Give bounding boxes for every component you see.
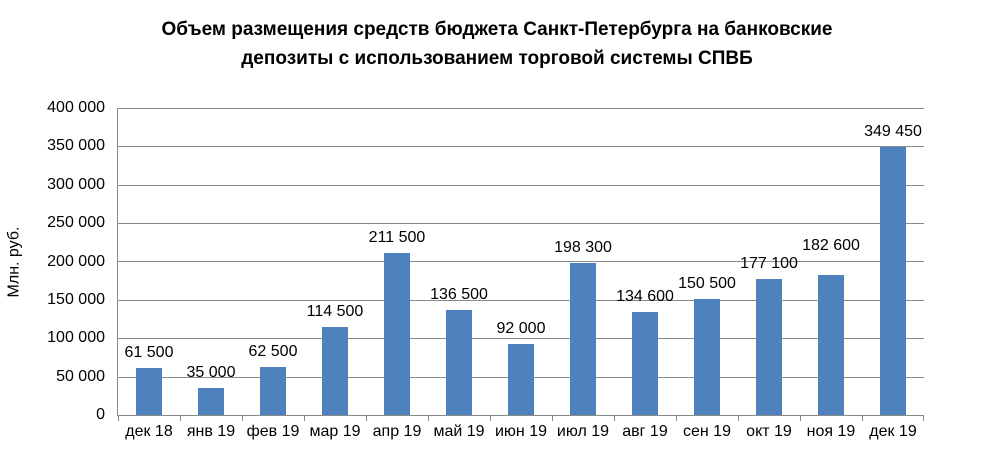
y-axis-tick-label: 350 000 — [47, 137, 105, 155]
y-axis-tick-label: 250 000 — [47, 214, 105, 232]
x-axis-tick — [242, 415, 243, 421]
bar — [756, 279, 782, 415]
x-axis-tick-label: фев 19 — [246, 423, 300, 440]
bar-value-label: 62 500 — [248, 343, 298, 360]
bar — [198, 388, 224, 415]
x-axis-tick — [428, 415, 429, 421]
x-axis-tick-label: май 19 — [433, 423, 485, 440]
x-axis-tick-label: июл 19 — [556, 423, 610, 440]
bar-value-label: 182 600 — [802, 237, 860, 254]
x-axis-tick — [490, 415, 491, 421]
bar — [322, 327, 348, 415]
x-axis-tick — [118, 415, 119, 421]
bar-value-label: 114 500 — [306, 303, 364, 320]
x-axis-tick — [862, 415, 863, 421]
x-axis-tick-label: дек 19 — [869, 423, 917, 440]
x-axis-tick-label: апр 19 — [372, 423, 422, 440]
bar-value-label: 61 500 — [124, 344, 174, 361]
y-axis-tick-label: 400 000 — [47, 99, 105, 116]
plot-area: 61 500 дек 18 35 000 янв 19 62 500 фев 19 114 … — [117, 108, 924, 440]
bar — [384, 253, 410, 415]
bar — [260, 367, 286, 415]
y-axis-tick-label: 0 — [96, 406, 105, 423]
gridline — [118, 338, 924, 339]
x-axis-tick — [552, 415, 553, 421]
gridline — [118, 261, 924, 262]
gridline — [118, 223, 924, 224]
bar-value-label: 211 500 — [368, 229, 426, 246]
x-axis-tick-label: авг 19 — [622, 423, 668, 440]
bar-value-label: 35 000 — [186, 364, 236, 381]
y-axis-tick-label: 50 000 — [56, 367, 105, 385]
chart-title: Объем размещения средств бюджета Санкт-П… — [161, 19, 833, 69]
x-axis-tick-label: дек 18 — [125, 423, 173, 440]
bar — [570, 263, 596, 415]
bar-value-label: 177 100 — [740, 255, 798, 272]
gridline — [118, 108, 924, 109]
bar — [446, 310, 472, 415]
x-axis-tick — [676, 415, 677, 421]
x-axis-tick — [304, 415, 305, 421]
bar — [818, 275, 844, 415]
y-axis-tick-label: 100 000 — [47, 329, 105, 347]
x-axis-tick — [800, 415, 801, 421]
bar-value-label: 349 450 — [864, 123, 922, 140]
x-axis-tick — [614, 415, 615, 421]
x-axis-tick-label: июн 19 — [494, 423, 547, 440]
y-axis-tick-labels: 0 50 000 100 000 150 000 200 000 250 000 300 0… — [28, 99, 105, 423]
bar — [508, 344, 534, 415]
bar — [136, 368, 162, 415]
x-axis-tick-label: сен 19 — [683, 423, 731, 440]
y-axis-tick-label: 150 000 — [47, 290, 105, 308]
x-axis-tick — [180, 415, 181, 421]
bar-value-label: 150 500 — [678, 275, 736, 292]
bar-value-label: 136 500 — [430, 286, 488, 303]
bar-value-label: 92 000 — [496, 320, 546, 337]
x-axis-tick-label: окт 19 — [746, 423, 792, 440]
gridline — [118, 185, 924, 186]
bar-value-label: 198 300 — [554, 239, 612, 256]
bar-value-label: 134 600 — [616, 288, 674, 305]
y-axis-title: Млн. руб. — [5, 226, 23, 298]
x-axis-tick-label: ноя 19 — [806, 423, 856, 440]
gridline — [118, 300, 924, 301]
y-axis-tick-label: 200 000 — [47, 252, 105, 270]
bar — [880, 147, 906, 415]
x-axis-tick — [738, 415, 739, 421]
x-axis-tick-label: янв 19 — [186, 423, 236, 440]
bar — [694, 299, 720, 415]
x-axis-tick — [366, 415, 367, 421]
x-axis-tick-label: мар 19 — [309, 423, 361, 440]
x-axis-tick — [923, 415, 924, 421]
gridline — [118, 146, 924, 147]
y-axis-tick-label: 300 000 — [47, 175, 105, 193]
bar — [632, 312, 658, 415]
